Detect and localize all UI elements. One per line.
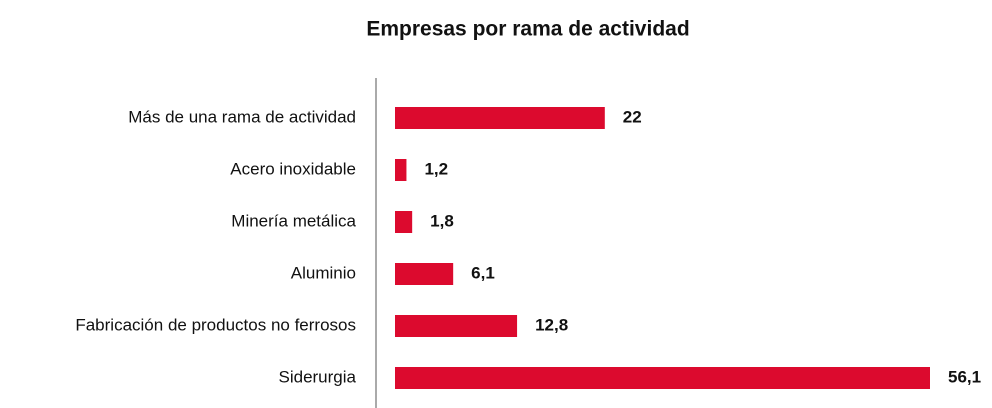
value-label: 22 <box>623 107 642 126</box>
chart-title: Empresas por rama de actividad <box>366 18 689 41</box>
value-label: 1,2 <box>424 159 448 178</box>
category-label: Aluminio <box>291 263 356 282</box>
bar <box>395 263 454 285</box>
category-label: Acero inoxidable <box>230 159 356 178</box>
value-label: 56,1 <box>948 367 981 386</box>
value-label: 6,1 <box>471 263 495 282</box>
value-label: 12,8 <box>535 315 568 334</box>
bar <box>395 211 413 233</box>
category-label: Siderurgia <box>279 367 357 386</box>
value-label: 1,8 <box>430 211 454 230</box>
bar <box>395 367 930 389</box>
bar <box>395 159 407 181</box>
category-label: Más de una rama de actividad <box>128 107 356 126</box>
category-label: Fabricación de productos no ferrosos <box>75 315 356 334</box>
category-label: Minería metálica <box>231 211 356 230</box>
bar <box>395 107 605 129</box>
bar <box>395 315 518 337</box>
